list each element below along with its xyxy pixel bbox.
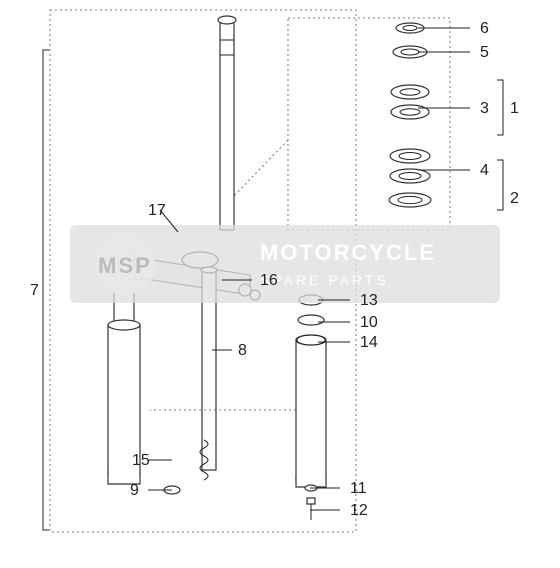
part-3-race bbox=[391, 85, 429, 99]
steering-stem bbox=[218, 16, 236, 230]
bracket bbox=[43, 50, 49, 530]
callout-5: 5 bbox=[480, 44, 489, 61]
callout-11: 11 bbox=[350, 480, 367, 497]
connector-bearings-to-stem bbox=[230, 140, 288, 200]
seal-10 bbox=[298, 315, 324, 325]
callout-15: 15 bbox=[132, 452, 150, 469]
callout-9: 9 bbox=[130, 482, 139, 499]
callout-6: 6 bbox=[480, 20, 489, 37]
part-4-bearing bbox=[390, 169, 430, 183]
callout-16: 16 bbox=[260, 272, 278, 289]
part-4-race bbox=[390, 149, 430, 163]
part-3-bearing bbox=[391, 105, 429, 119]
callout-17: 17 bbox=[148, 202, 166, 219]
bracket bbox=[497, 160, 503, 210]
callout-10: 10 bbox=[360, 314, 378, 331]
fork-leg-right bbox=[296, 295, 326, 520]
bolt-12 bbox=[307, 498, 315, 520]
watermark-title: MOTORCYCLE bbox=[260, 240, 436, 265]
callout-8: 8 bbox=[238, 342, 247, 359]
callout-12: 12 bbox=[350, 502, 368, 519]
callout-7: 7 bbox=[30, 282, 39, 299]
callout-4: 4 bbox=[480, 162, 489, 179]
watermark-logo: MSP bbox=[95, 235, 155, 295]
callout-14: 14 bbox=[360, 334, 378, 351]
watermark-subtitle: SPARE PARTS bbox=[260, 272, 389, 288]
callout-3: 3 bbox=[480, 100, 489, 117]
part-4-seat bbox=[389, 193, 431, 207]
watermark-logo-text: MSP bbox=[98, 253, 152, 278]
watermark: MSP MOTORCYCLE SPARE PARTS bbox=[70, 225, 500, 303]
bracket bbox=[497, 80, 503, 135]
diagram-canvas: MSP MOTORCYCLE SPARE PARTS 1234567891011… bbox=[0, 0, 560, 568]
callout-13: 13 bbox=[360, 292, 378, 309]
bearing-stack bbox=[389, 23, 431, 207]
callout-2: 2 bbox=[510, 190, 519, 207]
callout-1: 1 bbox=[510, 100, 519, 117]
